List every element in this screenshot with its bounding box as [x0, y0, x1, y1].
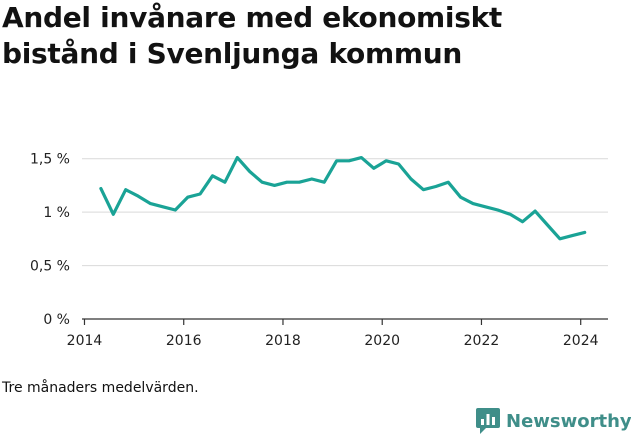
- y-axis-labels: 0 % 0,5 % 1 % 1,5 %: [30, 152, 70, 328]
- brand-name: Newsworthy: [506, 410, 631, 432]
- y-tick-label: 1,5 %: [30, 152, 70, 168]
- x-tick-label: 2020: [364, 333, 400, 349]
- x-tick-label: 2016: [166, 333, 202, 349]
- brand-logo-link[interactable]: Newsworthy: [476, 408, 631, 434]
- chart-title: Andel invånare med ekonomiskt bistånd i …: [2, 1, 503, 70]
- y-tick-label: 1 %: [43, 205, 70, 221]
- y-tick-label: 0 %: [43, 312, 70, 328]
- grid-lines: [82, 158, 608, 267]
- footnote: Tre månaders medelvärden.: [2, 380, 199, 396]
- x-axis: 2014 2016 2018 2020 2022 2024: [67, 318, 608, 349]
- series-line: [99, 156, 587, 241]
- data-series: [99, 156, 587, 241]
- x-tick-label: 2018: [265, 333, 301, 349]
- y-tick-label: 0,5 %: [30, 259, 70, 275]
- x-tick-label: 2024: [563, 333, 599, 349]
- x-tick-label: 2022: [464, 333, 500, 349]
- bar-chart-logo-icon: [476, 408, 500, 434]
- x-tick-label: 2014: [67, 333, 103, 349]
